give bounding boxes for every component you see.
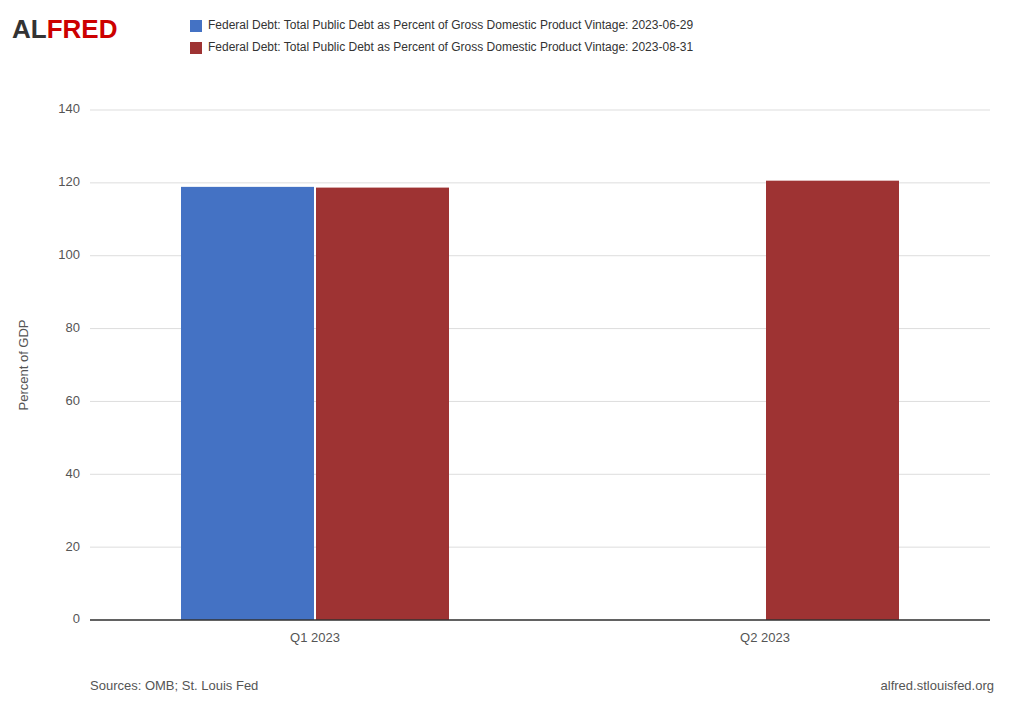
bar — [316, 188, 449, 620]
chart: 0 20 40 60 80 100 120 140 Q1 2023 Q2 2023 Percent … — [0, 0, 1024, 710]
x-tick-label: Q2 2023 — [740, 630, 790, 645]
y-tick-label: 40 — [66, 466, 80, 481]
y-tick-label: 100 — [58, 247, 80, 262]
bar — [766, 181, 899, 620]
bars — [181, 181, 899, 620]
logo-text: AL — [12, 14, 47, 44]
footer-source: Sources: OMB; St. Louis Fed — [90, 678, 258, 693]
grid-line — [90, 110, 990, 111]
legend-label: Federal Debt: Total Public Debt as Perce… — [208, 18, 693, 32]
legend-label: Federal Debt: Total Public Debt as Perce… — [208, 40, 693, 54]
footer-website: alfred.stlouisfed.org — [881, 678, 994, 693]
grid-line — [90, 620, 990, 621]
y-tick-label: 140 — [58, 101, 80, 116]
y-tick-label: 60 — [66, 393, 80, 408]
legend: Federal Debt: Total Public Debt as Perce… — [190, 18, 693, 54]
background — [0, 0, 1024, 710]
y-tick-label: 80 — [66, 320, 80, 335]
legend-swatch — [190, 20, 202, 32]
y-tick-label: 20 — [66, 539, 80, 554]
legend-swatch — [190, 42, 202, 54]
bar — [181, 187, 314, 620]
y-tick-label: 0 — [73, 611, 80, 626]
grid — [90, 110, 990, 620]
y-tick-label: 120 — [58, 174, 80, 189]
x-tick-label: Q1 2023 — [290, 630, 340, 645]
logo-text: FRED — [47, 14, 118, 44]
y-axis-label: Percent of GDP — [16, 319, 31, 410]
x-axis-line — [90, 619, 990, 621]
